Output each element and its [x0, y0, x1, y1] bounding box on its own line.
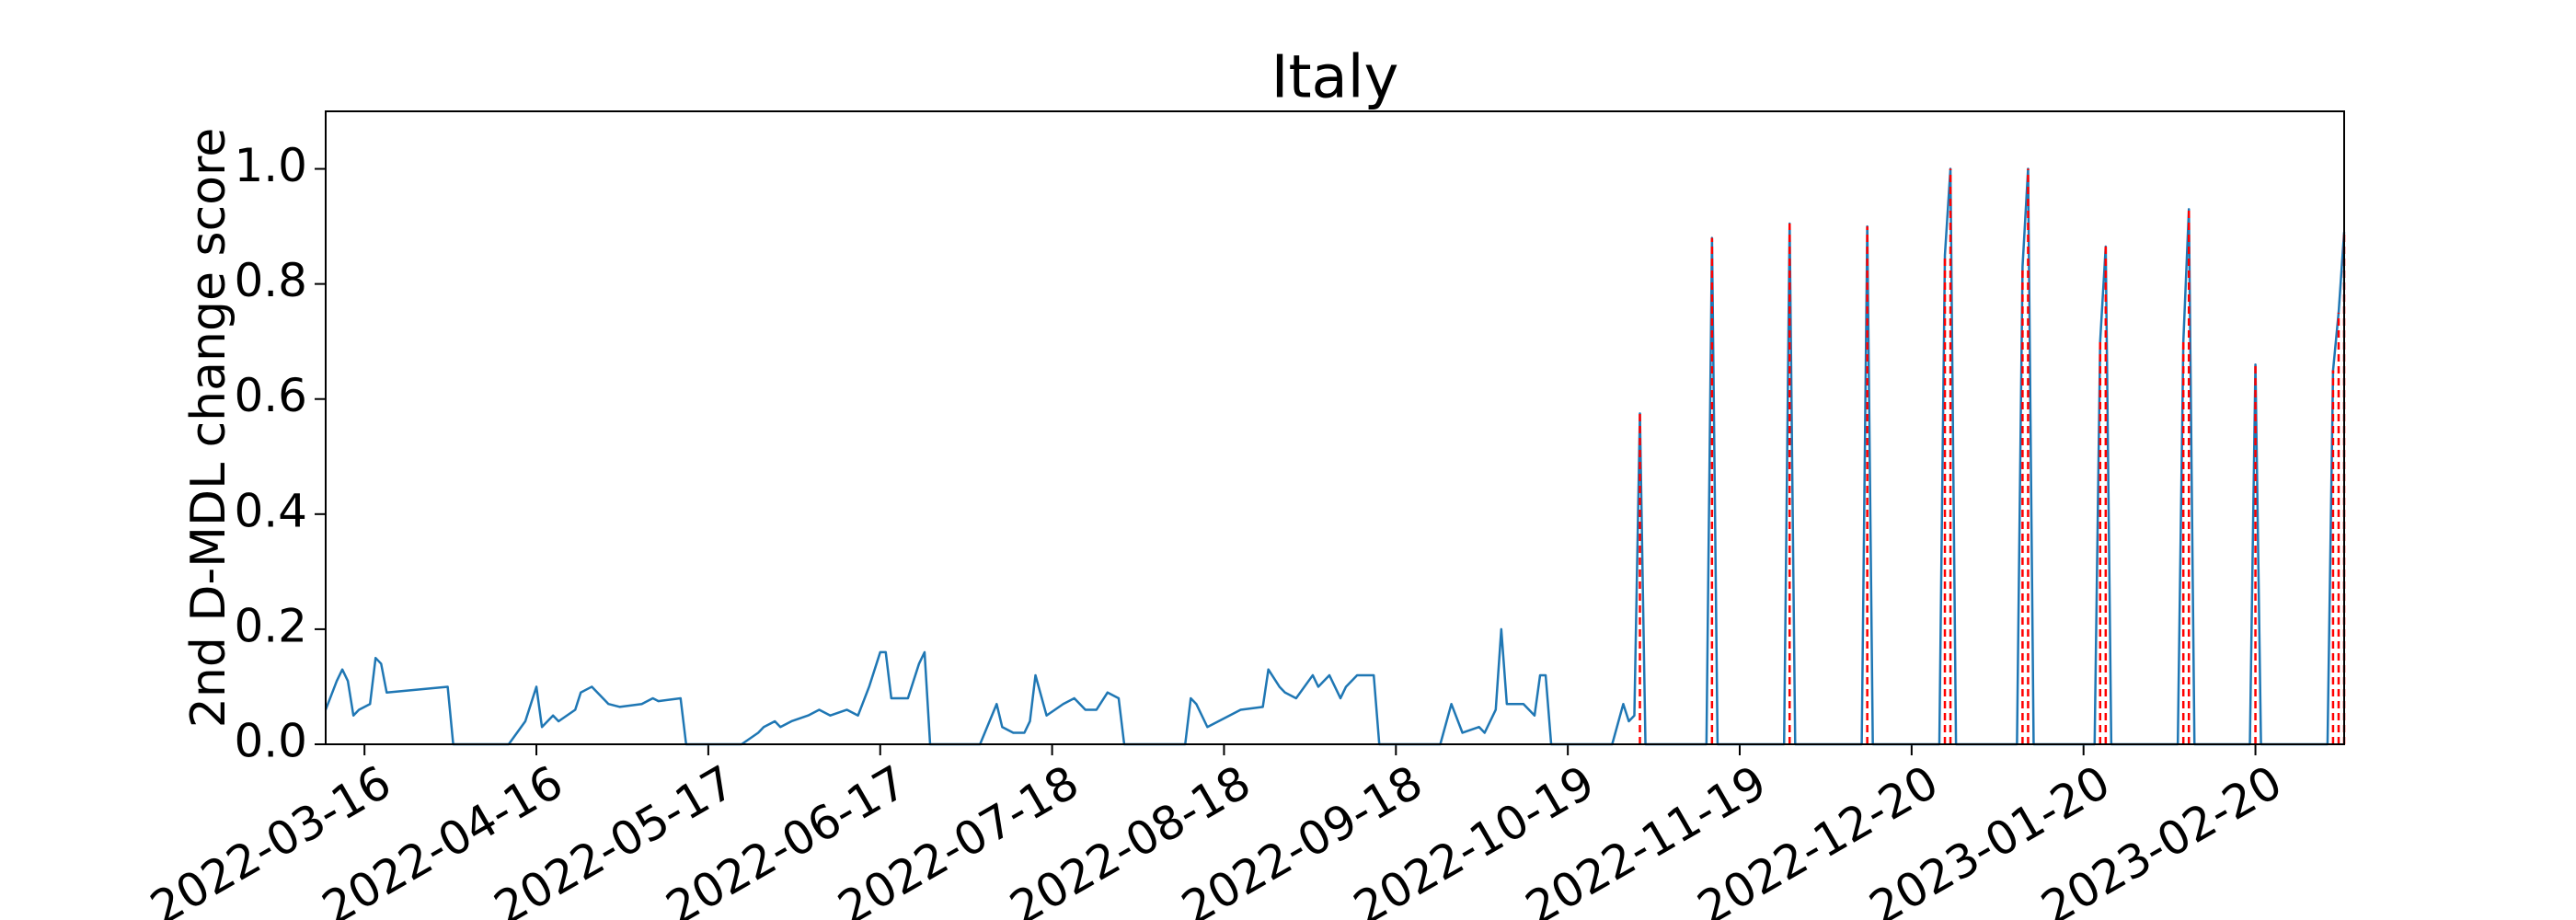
- y-tick-label: 0.4: [234, 484, 307, 537]
- series-line: [324, 167, 2346, 746]
- y-tick-label: 0.8: [234, 254, 307, 307]
- chart-title: Italy: [1271, 44, 1399, 112]
- y-tick-label: 0.6: [234, 369, 307, 422]
- y-tick-label: 1.0: [234, 139, 307, 192]
- y-tick-label: 0.2: [234, 599, 307, 652]
- y-tick-label: 0.0: [234, 715, 307, 768]
- plot-frame: [325, 110, 2345, 745]
- y-axis-label: 2nd D-MDL change score: [181, 128, 236, 728]
